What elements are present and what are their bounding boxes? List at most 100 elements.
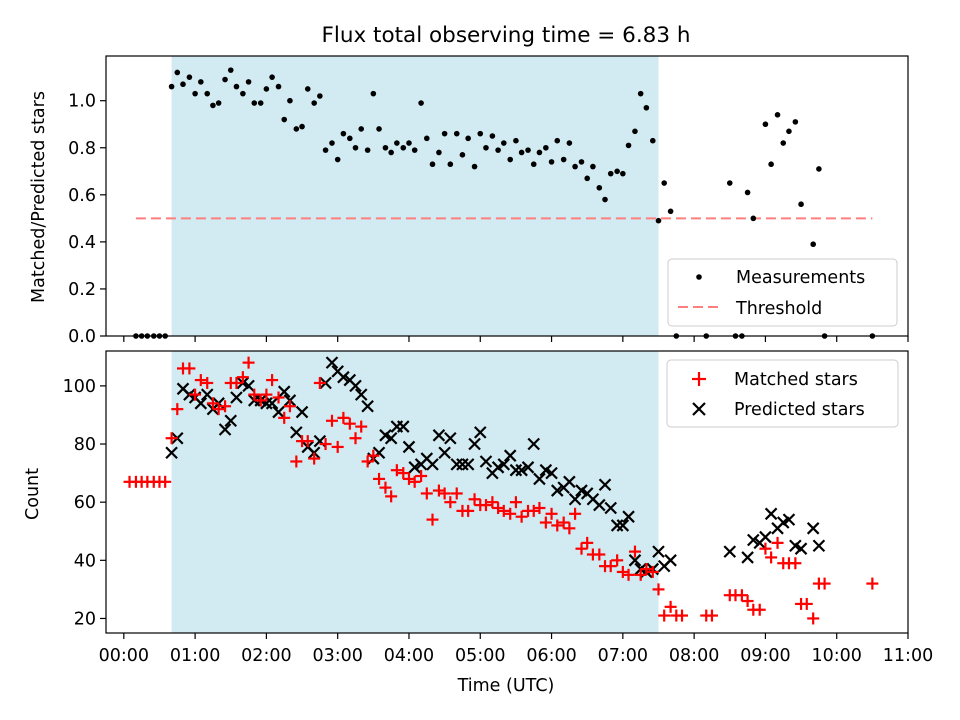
matched-star-point [664, 600, 677, 613]
matched-star-point [301, 435, 314, 448]
matched-star-point [408, 475, 421, 488]
measurement-point [602, 196, 608, 203]
matched-star-point [765, 551, 778, 564]
top-legend-box [667, 258, 898, 327]
measurement-point [525, 147, 531, 153]
predicted-star-point [723, 545, 737, 558]
predicted-star-point [230, 391, 243, 404]
measurement-point [227, 67, 234, 73]
matched-star-point [206, 397, 219, 410]
measurement-point [774, 112, 781, 118]
predicted-star-point [527, 437, 541, 451]
matched-star-point [438, 487, 451, 500]
measurement-point [584, 175, 590, 182]
matched-star-point [581, 536, 594, 549]
predicted-star-point [461, 458, 475, 471]
matched-star-point [194, 374, 207, 387]
measurement-point [447, 161, 454, 168]
matched-star-point [479, 499, 492, 512]
measurement-point [364, 147, 371, 153]
predicted-star-point [165, 446, 178, 460]
matched-star-point [509, 496, 522, 509]
matched-star-point [248, 388, 261, 401]
top-y-axis-label: Matched/Predicted stars [29, 91, 49, 303]
matched-star-point [611, 554, 624, 567]
measurement-point [620, 170, 626, 177]
measurement-point [382, 144, 389, 151]
matched-star-point [171, 403, 184, 416]
measurement-point [340, 130, 347, 137]
matched-star-point [658, 609, 671, 622]
matched-star-point [759, 542, 772, 555]
legend-predicted-marker [692, 402, 706, 416]
measurement-point [459, 152, 466, 158]
x-tick-label: 02:00 [241, 646, 291, 666]
matched-star-point [444, 496, 457, 509]
bottom-y-tick-label: 80 [74, 435, 96, 455]
x-tick-label: 00:00 [99, 646, 149, 666]
predicted-star-point [432, 429, 446, 442]
predicted-star-point [747, 533, 760, 547]
x-tick-label: 09:00 [740, 646, 790, 666]
legend-measurements-marker [696, 274, 702, 280]
measurement-point [810, 241, 816, 248]
predicted-star-point [438, 446, 451, 460]
measurement-point [643, 104, 650, 111]
measurement-point [418, 100, 424, 106]
matched-star-point [486, 496, 499, 509]
measurement-point [233, 83, 240, 90]
matched-star-point [361, 455, 374, 468]
matched-star-point [266, 374, 279, 387]
legend-matched-marker [692, 372, 706, 386]
matched-star-point [800, 597, 813, 610]
measurement-point [411, 147, 418, 153]
matched-star-point [462, 504, 475, 517]
measurement-point [471, 163, 478, 170]
matched-star-point [290, 455, 303, 468]
x-tick-label: 11:00 [883, 646, 933, 666]
matched-star-point [355, 420, 368, 433]
predicted-star-point [277, 385, 291, 398]
measurement-point [317, 93, 323, 99]
predicted-star-point [759, 530, 772, 544]
matched-star-point [426, 513, 439, 526]
predicted-star-point [664, 554, 677, 567]
matched-star-point [533, 501, 546, 514]
matched-star-point [319, 438, 332, 451]
top-plot-frame [105, 55, 909, 337]
measurement-point [441, 130, 448, 137]
matched-star-point [189, 388, 202, 401]
measurement-point [204, 90, 211, 97]
matched-star-point [622, 568, 635, 581]
measurement-point [347, 135, 353, 142]
matched-star-point [676, 609, 689, 622]
matched-star-point [415, 470, 428, 483]
measurement-point [518, 149, 525, 156]
matched-star-point [325, 414, 338, 427]
bottom-y-axis-label: Count [23, 468, 43, 520]
top-y-tick-label: 0.8 [68, 139, 96, 159]
matched-star-point [260, 388, 273, 401]
measurement-point [275, 83, 282, 90]
measurement-point [299, 123, 305, 130]
matched-star-point [753, 603, 766, 616]
predicted-star-point [218, 423, 232, 436]
predicted-star-point [610, 519, 624, 532]
x-tick-label: 10:00 [811, 646, 861, 666]
bottom-panel: 20 40 60 80 100 00:00 01:00 02:00 03:00 04:00 05:… [23, 350, 933, 696]
measurement-point [548, 159, 555, 165]
legend-threshold-label: Threshold [735, 299, 822, 319]
measurement-point [625, 142, 632, 149]
measurement-point [198, 79, 204, 85]
predicted-star-point [295, 405, 309, 419]
legend-matched-label: Matched stars [734, 370, 858, 390]
matched-star-point [575, 542, 588, 555]
measurement-point [543, 144, 549, 151]
top-y-tick-label: 0.2 [68, 280, 96, 300]
bottom-legend: Matched stars Predicted stars [666, 359, 899, 428]
predicted-star-point [361, 399, 374, 413]
measurement-point [269, 74, 275, 80]
predicted-star-point [568, 492, 582, 506]
predicted-star-point [450, 458, 464, 471]
measurement-point [649, 137, 656, 144]
